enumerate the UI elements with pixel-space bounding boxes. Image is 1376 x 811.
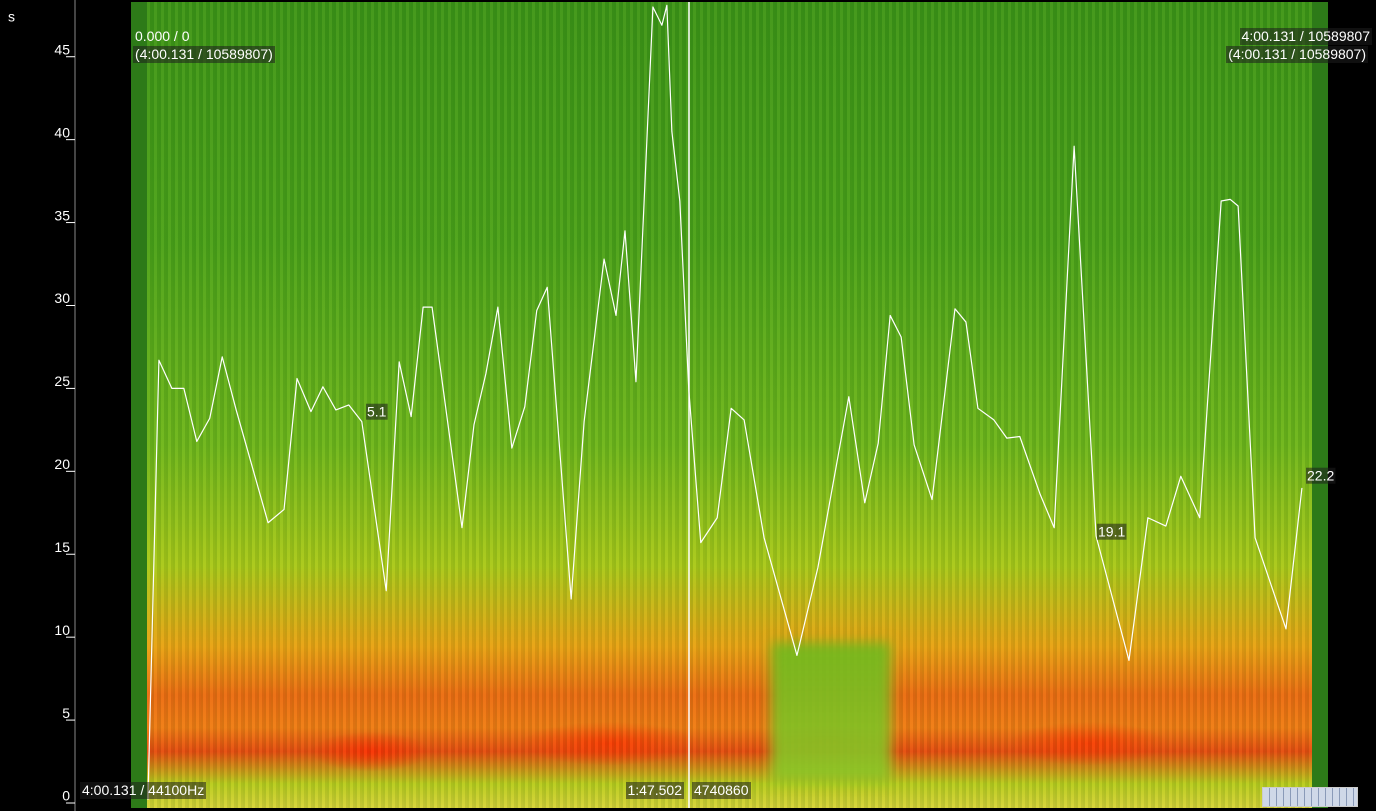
y-unit: s: [8, 9, 15, 25]
spectrogram: [131, 2, 1328, 808]
duration-rate: 4:00.131 / 44100Hz: [80, 782, 207, 799]
start-frame: (4:00.131 / 10589807): [133, 46, 275, 63]
annotation: 19.1: [1097, 523, 1127, 540]
annotation: 22.2: [1306, 467, 1336, 484]
y-tick-label: 10: [54, 622, 70, 638]
annotation-box: [1306, 467, 1336, 484]
annotation: 5.1: [366, 403, 388, 420]
annotation-box: [366, 403, 388, 420]
spectrogram-region: [771, 642, 891, 782]
playhead-frame: 4740860: [692, 782, 751, 799]
start-time: 0.000 / 0: [135, 28, 190, 44]
left-gutter: [75, 0, 131, 811]
annotation-label: 22.2: [1307, 468, 1334, 484]
y-tick-label: 0: [62, 788, 70, 804]
y-tick-label: 40: [54, 124, 70, 140]
y-tick-label: 20: [54, 456, 70, 472]
y-tick-label: 5: [62, 705, 70, 721]
y-tick-label: 30: [54, 290, 70, 306]
y-tick-label: 35: [54, 207, 70, 223]
end-time: 4:00.131 / 10589807: [1239, 28, 1372, 45]
end-frame: (4:00.131 / 10589807): [1226, 46, 1368, 63]
y-tick-label: 15: [54, 539, 70, 555]
y-tick-label: 25: [54, 373, 70, 389]
series-line: [147, 4, 1303, 800]
playhead-time: 1:47.502: [625, 782, 684, 799]
annotation-label: 5.1: [367, 404, 387, 420]
annotation-label: 19.1: [1098, 524, 1125, 540]
y-tick-label: 45: [54, 41, 70, 57]
zoom-widget[interactable]: [1262, 787, 1358, 807]
annotation-box: [1097, 523, 1127, 540]
